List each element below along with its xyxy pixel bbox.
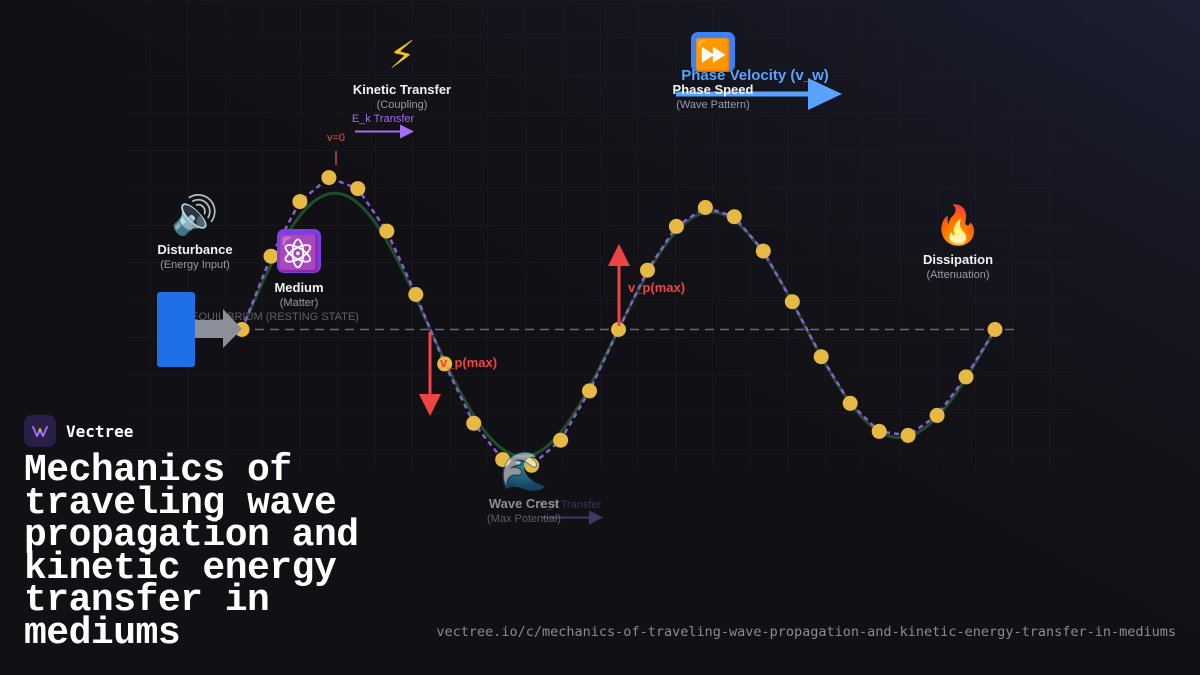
medium-particle <box>784 294 800 310</box>
velocity-arrow-down <box>419 332 441 416</box>
medium-particle <box>900 427 916 443</box>
medium-particle <box>958 369 974 385</box>
ek-transfer-label: E_k Transfer <box>352 113 415 125</box>
medium-particle <box>408 287 424 302</box>
node-subtitle: (Matter) <box>280 297 319 309</box>
ek-transfer-arrow <box>355 124 414 139</box>
page-url[interactable]: vectree.io/c/mechanics-of-traveling-wave… <box>436 624 1176 640</box>
vp-max-down-label: v_p(max) <box>440 355 497 370</box>
brand: Vectree <box>24 415 133 447</box>
node-title: Medium <box>274 280 323 295</box>
medium-particle <box>929 407 945 423</box>
node-subtitle: (Attenuation) <box>927 269 990 281</box>
node-subtitle: (Wave Pattern) <box>676 99 750 111</box>
node-subtitle: (Energy Input) <box>160 259 230 271</box>
vp-max-up-label: v_p(max) <box>628 280 685 295</box>
medium-particle <box>379 223 395 239</box>
medium-particle <box>726 209 742 225</box>
node-title: Disturbance <box>157 242 232 257</box>
atom-icon-tile <box>277 229 321 273</box>
node-subtitle: (Max Potential) <box>487 513 561 525</box>
ek-transfer-faded-arrow <box>542 510 603 525</box>
medium-particle <box>582 383 597 399</box>
node-dissipation: 🔥 Dissipation (Attenuation) <box>923 203 993 281</box>
page-title: Mechanics of traveling wave propagation … <box>24 449 359 655</box>
node-medium: ⚛️ Medium (Matter) <box>274 229 324 309</box>
medium-particle <box>987 322 1003 337</box>
source-block <box>157 292 195 367</box>
medium-particle <box>842 395 858 411</box>
fast-forward-icon-tile <box>691 32 735 72</box>
medium-particle <box>263 248 279 264</box>
medium-particle <box>697 200 713 215</box>
node-title: Dissipation <box>923 252 993 267</box>
node-phase-speed: ⏩ Phase Speed (Wave Pattern) <box>673 32 754 111</box>
medium-particle <box>640 262 655 278</box>
fast-forward-icon: ⏩ <box>694 37 731 73</box>
medium-particle <box>437 356 453 372</box>
node-title: Kinetic Transfer <box>353 82 451 97</box>
node-subtitle: (Coupling) <box>377 99 428 111</box>
source-arrow <box>195 309 242 348</box>
vectree-logo-icon <box>24 415 56 447</box>
medium-particle <box>755 243 771 259</box>
atom-icon: ⚛️ <box>278 234 320 274</box>
brand-name: Vectree <box>66 421 134 441</box>
medium-particle <box>466 415 482 431</box>
v-zero-label: v=0 <box>327 132 345 144</box>
wave-layer <box>234 170 1003 473</box>
speaker-icon: 🔊 <box>171 192 218 238</box>
grid-background <box>128 0 1072 470</box>
medium-particle <box>350 181 366 197</box>
medium-particle <box>292 194 308 210</box>
phase-velocity-arrow <box>676 78 842 110</box>
lightning-icon: ⚡ <box>389 33 416 77</box>
node-title: Wave Crest <box>489 496 560 511</box>
medium-particle <box>553 432 569 448</box>
node-kinetic-transfer: ⚡ Kinetic Transfer (Coupling) <box>353 33 451 111</box>
node-wave-crest: 🌊 Wave Crest (Max Potential) <box>487 449 561 525</box>
medium-particle <box>668 218 684 234</box>
node-title: Phase Speed <box>673 82 754 97</box>
medium-particle <box>611 322 626 337</box>
fire-icon: 🔥 <box>934 203 981 247</box>
medium-particle <box>813 349 829 365</box>
node-disturbance: 🔊 Disturbance (Energy Input) <box>157 192 232 271</box>
medium-particle <box>321 170 337 186</box>
particle-links <box>240 176 997 467</box>
velocity-arrow-up <box>608 244 630 326</box>
ek-transfer-faded-label: E_k Transfer <box>539 499 602 511</box>
medium-particle <box>524 457 540 473</box>
medium-particle <box>871 423 887 439</box>
medium-particle <box>495 452 511 468</box>
wave-icon: 🌊 <box>500 449 547 493</box>
